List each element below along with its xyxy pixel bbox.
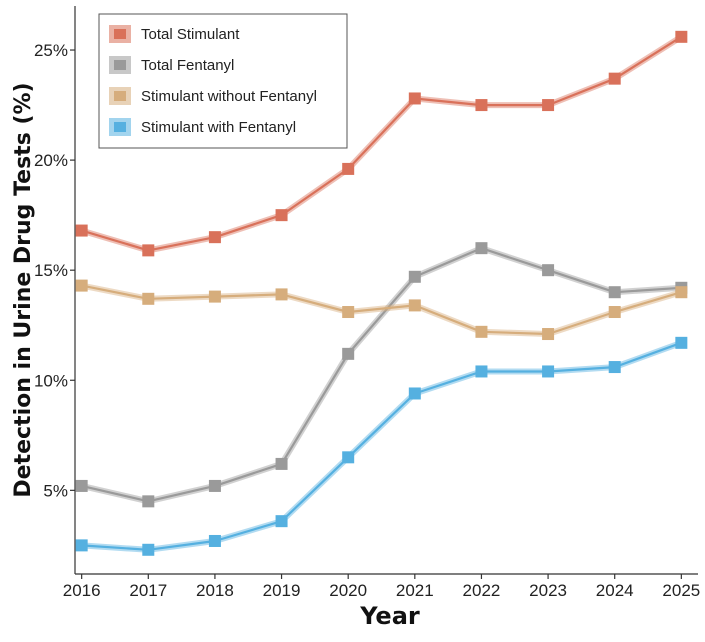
data-point bbox=[342, 451, 355, 464]
data-point bbox=[342, 347, 355, 360]
series-line bbox=[81, 341, 682, 551]
data-point bbox=[208, 534, 221, 547]
data-point bbox=[142, 495, 155, 508]
legend-item: Stimulant with Fentanyl bbox=[109, 118, 296, 136]
y-tick-label: 15% bbox=[34, 261, 68, 280]
data-point bbox=[142, 292, 155, 305]
data-point bbox=[475, 242, 488, 255]
x-tick-label: 2019 bbox=[263, 581, 301, 600]
data-point bbox=[75, 279, 88, 292]
series-total-stimulant bbox=[75, 30, 688, 257]
y-axis-title: Detection in Urine Drug Tests (%) bbox=[11, 82, 36, 497]
data-point bbox=[475, 365, 488, 378]
data-point bbox=[608, 361, 621, 374]
legend-box bbox=[98, 13, 348, 149]
series-line bbox=[81, 247, 682, 503]
series-layer bbox=[75, 30, 688, 556]
data-point bbox=[542, 365, 555, 378]
x-tick-label: 2024 bbox=[596, 581, 634, 600]
x-tick-label: 2023 bbox=[529, 581, 567, 600]
y-tick-label: 25% bbox=[34, 41, 68, 60]
data-point bbox=[675, 286, 688, 299]
data-point bbox=[275, 457, 288, 470]
data-point bbox=[75, 224, 88, 237]
data-point bbox=[475, 325, 488, 338]
x-tick-label: 2016 bbox=[63, 581, 101, 600]
data-point bbox=[275, 288, 288, 301]
data-point bbox=[408, 387, 421, 400]
x-tick-label: 2017 bbox=[129, 581, 167, 600]
data-point bbox=[408, 299, 421, 312]
legend-marker bbox=[114, 29, 126, 39]
data-point bbox=[342, 162, 355, 175]
data-point bbox=[408, 270, 421, 283]
legend: Total Stimulant Total Fentanyl Stimulant w… bbox=[98, 13, 348, 149]
data-point bbox=[608, 72, 621, 85]
data-point bbox=[608, 306, 621, 319]
data-point bbox=[275, 209, 288, 222]
y-tick-label: 5% bbox=[43, 481, 68, 500]
y-tick-label: 20% bbox=[34, 151, 68, 170]
x-tick-label: 2022 bbox=[463, 581, 501, 600]
legend-item: Stimulant without Fentanyl bbox=[109, 87, 317, 105]
data-point bbox=[475, 99, 488, 112]
x-tick-label: 2021 bbox=[396, 581, 434, 600]
legend-item: Total Fentanyl bbox=[109, 56, 234, 74]
series-total-fentanyl bbox=[75, 242, 688, 508]
legend-label: Stimulant without Fentanyl bbox=[141, 88, 317, 105]
series-stimulant-without-fentanyl bbox=[75, 279, 688, 341]
data-point bbox=[142, 244, 155, 257]
data-point bbox=[408, 92, 421, 105]
y-tick-label: 10% bbox=[34, 371, 68, 390]
data-point bbox=[542, 328, 555, 341]
legend-label: Total Stimulant bbox=[141, 26, 240, 43]
data-point bbox=[542, 99, 555, 112]
x-tick-label: 2025 bbox=[662, 581, 700, 600]
data-point bbox=[208, 479, 221, 492]
data-point bbox=[75, 539, 88, 552]
data-point bbox=[208, 290, 221, 303]
legend-label: Stimulant with Fentanyl bbox=[141, 119, 296, 136]
legend-marker bbox=[114, 60, 126, 70]
data-point bbox=[608, 286, 621, 299]
data-point bbox=[675, 336, 688, 349]
data-point bbox=[542, 264, 555, 277]
data-point bbox=[275, 515, 288, 528]
x-tick-label: 2018 bbox=[196, 581, 234, 600]
legend-marker bbox=[114, 122, 126, 132]
series-line bbox=[81, 35, 682, 252]
axes: 5% 10% 15% 20% 25% 2016 2017 2018 2019 2020 2021 20… bbox=[34, 6, 700, 600]
data-point bbox=[75, 479, 88, 492]
legend-label: Total Fentanyl bbox=[141, 57, 234, 74]
data-point bbox=[675, 30, 688, 43]
series-band bbox=[81, 339, 683, 553]
series-line bbox=[81, 284, 682, 336]
x-axis-title: Year bbox=[359, 602, 420, 630]
legend-marker bbox=[114, 91, 126, 101]
x-tick-label: 2020 bbox=[329, 581, 367, 600]
series-band bbox=[81, 245, 682, 505]
data-point bbox=[342, 306, 355, 319]
data-point bbox=[142, 543, 155, 556]
legend-item: Total Stimulant bbox=[109, 25, 240, 43]
data-point bbox=[208, 231, 221, 244]
series-stimulant-with-fentanyl bbox=[75, 336, 688, 556]
